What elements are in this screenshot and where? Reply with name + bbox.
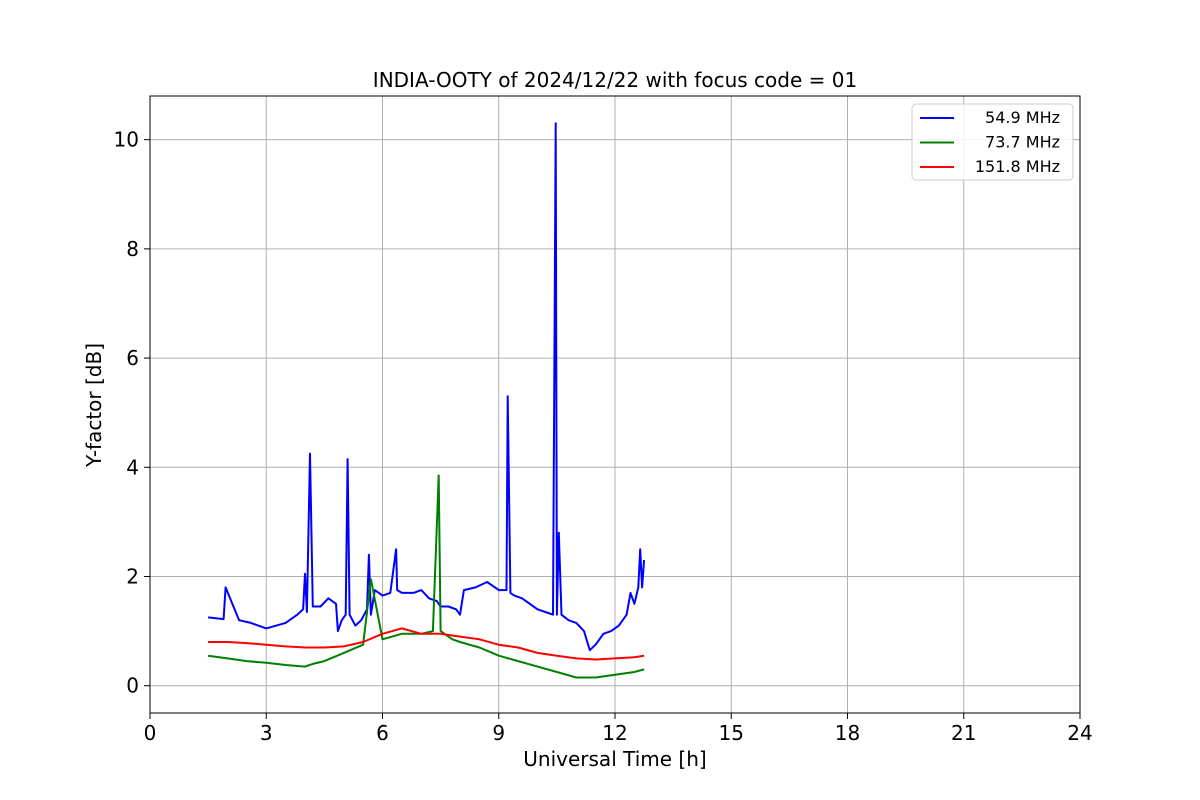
series-line-2: [207, 474, 645, 679]
legend-items: 54.9 MHz 73.7 MHz 151.8 MHz: [920, 108, 1060, 176]
y-tick-label: 8: [126, 237, 139, 261]
y-tick-label: 2: [126, 564, 139, 588]
x-axis-ticks: 0 3 6 9 12 15 18 21 24: [144, 713, 1093, 745]
x-tick-label: 15: [719, 721, 744, 745]
chart-title: INDIA-OOTY of 2024/12/22 with focus code…: [373, 68, 857, 92]
x-tick-label: 3: [260, 721, 273, 745]
legend-label: 54.9 MHz: [985, 108, 1060, 127]
x-tick-label: 21: [951, 721, 976, 745]
legend-label: 151.8 MHz: [975, 157, 1060, 176]
series-line-1: [207, 122, 646, 652]
y-tick-label: 10: [114, 128, 139, 152]
x-tick-label: 24: [1067, 721, 1092, 745]
x-tick-label: 12: [602, 721, 627, 745]
y-tick-label: 6: [126, 346, 139, 370]
series-layer: [207, 122, 646, 679]
y-tick-label: 0: [126, 674, 139, 698]
x-tick-label: 18: [835, 721, 860, 745]
x-axis-label: Universal Time [h]: [523, 747, 706, 771]
y-axis-ticks: 0 2 4 6 8 10: [114, 128, 150, 698]
y-tick-label: 4: [126, 455, 139, 479]
series-line-3: [208, 627, 645, 661]
x-tick-label: 0: [144, 721, 157, 745]
legend-box: [911, 103, 1074, 181]
y-axis-label: Y-factor [dB]: [82, 343, 106, 468]
x-tick-label: 6: [376, 721, 389, 745]
x-tick-label: 9: [492, 721, 505, 745]
legend: 54.9 MHz 73.7 MHz 151.8 MHz: [911, 103, 1074, 181]
legend-label: 73.7 MHz: [985, 133, 1060, 152]
